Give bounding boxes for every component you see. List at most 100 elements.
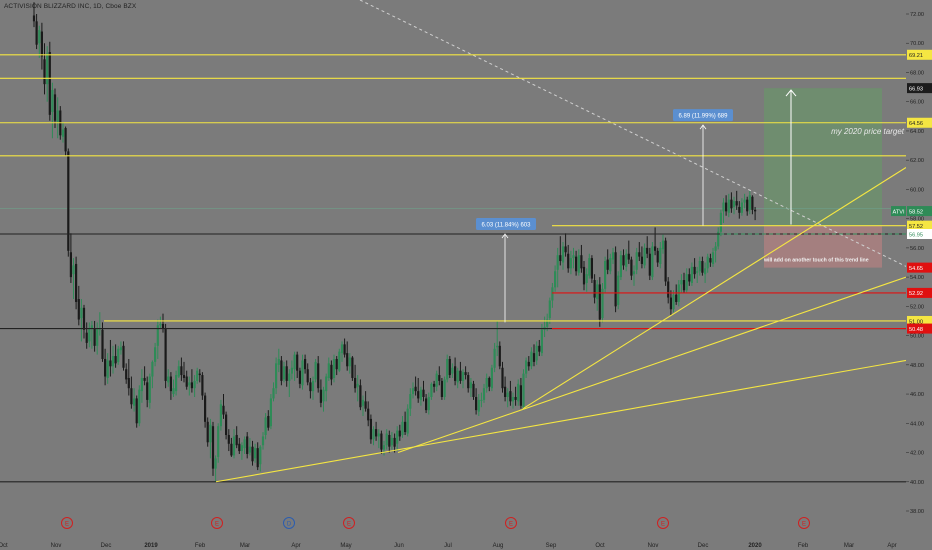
y-tick-label: 48.00 — [910, 363, 924, 369]
candle-body — [217, 426, 220, 457]
candle-body — [325, 376, 328, 392]
y-tick-label: 62.00 — [910, 158, 924, 164]
candle-body — [735, 201, 738, 206]
y-tick-label: 42.00 — [910, 451, 924, 457]
candle-body — [401, 421, 404, 435]
candle-body — [467, 375, 470, 389]
candle-body — [380, 433, 383, 450]
candle-body — [167, 376, 170, 383]
candle-body — [596, 284, 599, 300]
y-tick-label: 68.00 — [910, 70, 924, 76]
candle-body — [138, 389, 141, 424]
candle-body — [135, 398, 138, 424]
x-tick-label: Mar — [844, 543, 854, 549]
candle-body — [146, 382, 149, 400]
candle-body — [540, 329, 543, 354]
price-badge-label: 54.65 — [909, 266, 923, 272]
x-tick-label: Apr — [887, 543, 896, 549]
candle-body — [393, 437, 396, 447]
candle-body — [648, 253, 651, 276]
candle-body — [561, 246, 565, 263]
candle-body — [748, 195, 751, 210]
candle-body — [522, 373, 525, 408]
price-badge-label: 57.52 — [909, 224, 923, 230]
x-tick-label: Nov — [51, 543, 62, 549]
candle-body — [459, 370, 462, 381]
candle-body — [72, 265, 75, 275]
candle-body — [743, 199, 746, 203]
candle-body — [225, 414, 228, 435]
price-badge — [907, 117, 932, 128]
candle-body — [235, 434, 238, 446]
price-badge-label: 50.48 — [909, 327, 923, 333]
candle-body — [461, 372, 465, 381]
price-badge — [907, 220, 932, 231]
y-tick-label: 72.00 — [910, 12, 924, 18]
candle-body — [688, 274, 691, 282]
candle-body — [609, 258, 612, 272]
symbol-badge-label: ATVI — [892, 209, 904, 215]
candle-body — [222, 405, 225, 415]
candle-body — [201, 375, 204, 396]
earnings-marker-icon — [343, 517, 355, 529]
candle-body — [738, 206, 741, 213]
candle-body — [151, 361, 154, 377]
candle-body — [296, 354, 299, 371]
candle-body — [46, 53, 49, 85]
candle-body — [646, 247, 649, 254]
candle-body — [690, 266, 693, 283]
candle-body — [527, 361, 530, 367]
candle-body — [259, 446, 262, 465]
candle-body — [672, 294, 675, 310]
candle-body — [519, 385, 522, 406]
symbol-badge — [891, 206, 906, 217]
candle-body — [133, 398, 136, 406]
x-tick-label: 2019 — [144, 543, 158, 549]
candle-body — [375, 429, 378, 437]
candle-body — [106, 360, 109, 378]
measure-label-bg — [673, 109, 733, 122]
candle-body — [643, 247, 646, 266]
candle-body — [93, 328, 96, 346]
candle-body — [714, 246, 717, 251]
x-tick-label: Feb — [798, 543, 809, 549]
candle-body — [143, 377, 146, 381]
event-marker-letter: E — [661, 521, 665, 527]
candle-body — [109, 360, 112, 367]
candle-body — [48, 52, 51, 115]
price-badge-label: 66.93 — [909, 86, 923, 92]
candle-body — [301, 360, 304, 386]
candle-body — [535, 345, 538, 361]
earnings-marker-icon — [211, 517, 223, 529]
candle-body — [659, 247, 662, 264]
y-tick-label: 58.00 — [910, 217, 924, 223]
candle-body — [456, 370, 459, 383]
candle-body — [601, 288, 604, 319]
candle-body — [498, 345, 501, 367]
candle-body — [204, 395, 207, 422]
candle-body — [717, 231, 720, 247]
y-tick-label: 50.00 — [910, 334, 924, 340]
candle-body — [598, 284, 601, 320]
candle-body — [364, 401, 367, 409]
candle-body — [311, 380, 315, 392]
trend-line — [522, 167, 907, 410]
price-badge — [907, 323, 932, 334]
y-tick-label: 52.00 — [910, 304, 924, 310]
candle-body — [275, 363, 278, 389]
candle-body — [314, 361, 317, 380]
candle-body — [293, 354, 296, 370]
candle-body — [267, 415, 270, 428]
candle-body — [530, 351, 533, 367]
candle-body — [348, 357, 351, 367]
candle-body — [122, 345, 125, 368]
price-badge-label: 69.21 — [909, 53, 923, 59]
candle-body — [664, 240, 667, 282]
candle-body — [706, 256, 709, 269]
candle-body — [75, 263, 78, 302]
candle-body — [104, 358, 107, 377]
candle-body — [343, 344, 346, 355]
candle-body — [406, 408, 409, 434]
candle-body — [680, 280, 683, 285]
